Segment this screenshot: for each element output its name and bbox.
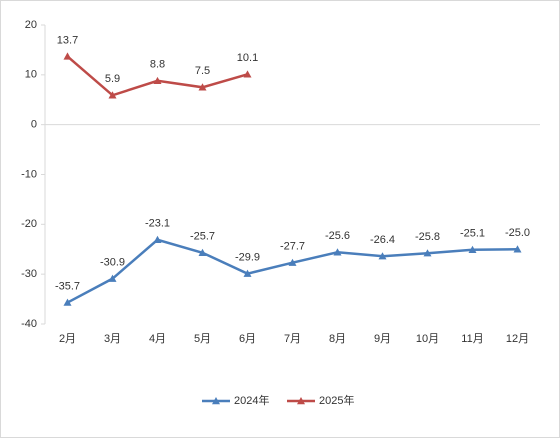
data-label: -25.0 [505,227,530,239]
marker [243,269,252,277]
y-tick-label: 20 [25,19,37,31]
marker [198,248,207,256]
data-label: -27.7 [280,241,305,253]
y-tick-label: -40 [21,318,37,330]
x-tick-label: 3月 [104,333,121,345]
data-label: 10.1 [237,52,258,64]
data-label: 13.7 [57,34,78,46]
data-label: -29.9 [235,252,260,264]
marker [333,248,342,256]
x-tick-label: 12月 [506,333,529,345]
data-label: -25.7 [190,231,215,243]
data-label: -35.7 [55,280,80,292]
marker [243,70,252,78]
marker [513,245,522,253]
marker [198,83,207,91]
data-label: -23.1 [145,218,170,230]
y-tick-label: -10 [21,168,37,180]
y-tick-label: 0 [31,119,37,131]
legend-marker [212,397,220,405]
legend-label: 2025年 [319,393,354,407]
marker [153,76,162,85]
legend-label: 2024年 [234,393,269,407]
x-tick-label: 2月 [59,333,76,345]
marker [63,298,72,306]
data-label: -25.8 [415,231,440,243]
y-tick-label: 10 [25,69,37,81]
marker [63,52,72,60]
x-tick-label: 9月 [374,333,391,345]
marker [423,249,432,257]
data-label: -25.6 [325,230,350,242]
x-tick-label: 11月 [461,333,483,345]
marker [378,252,387,260]
data-label: -26.4 [370,234,395,246]
marker [468,245,477,253]
x-tick-label: 4月 [149,333,166,345]
data-label: -25.1 [460,228,485,240]
x-tick-label: 6月 [239,333,256,345]
x-tick-label: 5月 [194,333,211,345]
data-label: -30.9 [100,257,125,269]
y-tick-label: -20 [21,218,37,230]
marker [108,91,117,99]
x-tick-label: 10月 [416,333,439,345]
marker [108,274,117,282]
legend-marker [297,397,305,405]
y-tick-label: -30 [21,268,37,280]
data-label: 8.8 [150,59,165,71]
data-label: 5.9 [105,73,120,85]
data-label: 7.5 [195,65,210,77]
marker [288,258,297,266]
x-tick-label: 8月 [329,333,346,345]
marker [153,235,162,243]
x-tick-label: 7月 [284,333,301,345]
